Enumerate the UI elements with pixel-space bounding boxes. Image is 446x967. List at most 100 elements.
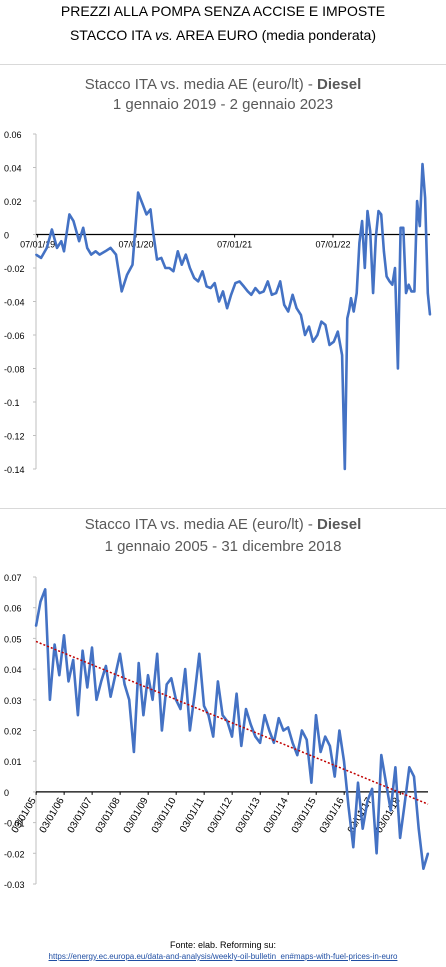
data-point [179, 708, 182, 710]
y-tick-label: -0.02 [4, 849, 25, 859]
chart-panel-top: Stacco ITA vs. media AE (euro/lt) - Dies… [0, 64, 446, 480]
data-point [324, 735, 327, 738]
data-point [197, 280, 200, 283]
data-point [270, 293, 273, 296]
data-point [172, 270, 175, 273]
x-tick-label: 07/01/20 [118, 240, 153, 250]
title-line2-vs: vs. [155, 27, 173, 43]
chart-panel-bottom: Stacco ITA vs. media AE (euro/lt) - Dies… [0, 508, 446, 939]
chart-bottom-title-bold: Diesel [317, 516, 362, 533]
data-point [366, 210, 369, 212]
data-point [221, 714, 224, 717]
page-title-line1: PREZZI ALLA POMPA SENZA ACCISE E IMPOSTE [60, 3, 386, 19]
data-point [222, 290, 224, 293]
data-point [291, 293, 294, 296]
data-point [165, 683, 168, 686]
data-point [429, 314, 431, 316]
data-point [279, 280, 282, 283]
data-point [310, 781, 313, 784]
data-point [358, 242, 361, 244]
data-point [91, 646, 93, 649]
data-point [413, 775, 415, 778]
data-point [82, 226, 85, 229]
data-point [394, 267, 396, 269]
data-point [205, 285, 208, 288]
data-point [160, 257, 163, 259]
data-point [263, 714, 266, 717]
data-point [388, 280, 391, 283]
data-point [44, 588, 47, 591]
x-tick-label: 03/01/14 [262, 796, 291, 836]
data-point [78, 240, 80, 243]
y-tick-label: 0.01 [4, 757, 22, 767]
data-point [316, 334, 319, 336]
y-tick-label: -0.06 [4, 331, 25, 341]
data-point [348, 309, 351, 311]
data-point [366, 800, 369, 802]
data-point [301, 729, 303, 732]
data-point [336, 330, 339, 333]
data-point [329, 745, 331, 747]
data-point [226, 720, 229, 723]
data-point [39, 600, 42, 603]
data-point [305, 738, 308, 741]
data-point [287, 310, 290, 313]
data-point [291, 741, 294, 744]
source-link[interactable]: https://energy.ec.europa.eu/data-and-ana… [48, 952, 398, 961]
chart-top-plot: 0.06 0.04 0.02 0 -0.02 -0.04 -0.06 -0.08 -0.1 -0.… [4, 130, 432, 475]
data-point [209, 287, 212, 289]
chart-bottom-subtitle: 1 gennaio 2005 - 31 dicembre 2018 [104, 538, 342, 555]
data-point [380, 754, 383, 756]
data-point [304, 334, 306, 336]
data-point [81, 649, 84, 652]
data-point [86, 686, 89, 689]
data-point [374, 236, 377, 239]
data-point [161, 729, 163, 732]
data-point [399, 837, 401, 839]
data-point [277, 717, 280, 720]
data-point [403, 803, 406, 806]
title-line2-prefix: STACCO ITA [69, 27, 156, 43]
data-point [180, 263, 183, 266]
data-point [422, 867, 425, 870]
data-point [377, 210, 380, 212]
data-point [193, 692, 196, 695]
data-point [145, 213, 148, 216]
data-point [407, 283, 410, 286]
data-point [391, 283, 394, 286]
data-point [213, 282, 216, 284]
data-point [193, 277, 196, 279]
data-point [184, 668, 187, 670]
data-point [333, 775, 336, 778]
x-tick-label: 07/01/22 [315, 240, 350, 250]
y-tick-label: 0.06 [4, 604, 22, 614]
data-point [332, 340, 335, 343]
data-point [67, 680, 70, 683]
data-point [90, 253, 93, 256]
data-point [217, 680, 219, 683]
data-point [338, 729, 341, 732]
data-point [105, 665, 107, 667]
data-point [258, 292, 261, 294]
data-point [308, 325, 310, 328]
data-point [296, 754, 299, 756]
data-point [363, 267, 366, 269]
data-point [234, 282, 237, 284]
data-point [266, 280, 269, 283]
data-point [133, 751, 135, 753]
chart-top-subtitle: 1 gennaio 2019 - 2 gennaio 2023 [112, 96, 334, 113]
data-point [357, 781, 359, 784]
y-tick-label: -0.1 [4, 398, 20, 408]
data-point [369, 230, 372, 233]
data-point [343, 760, 345, 763]
data-point [230, 293, 233, 296]
data-point [350, 297, 352, 300]
data-point [408, 766, 411, 769]
data-point [231, 735, 233, 738]
chart-top-title-bold: Diesel [317, 76, 362, 93]
chart-bottom-plot: 0.07 0.06 0.05 0.04 0.03 0.02 0.01 0 -0.01 -0.02 -… [4, 573, 430, 890]
data-point [170, 677, 173, 680]
data-point [238, 280, 241, 283]
data-point [156, 652, 159, 655]
data-point [275, 292, 277, 294]
